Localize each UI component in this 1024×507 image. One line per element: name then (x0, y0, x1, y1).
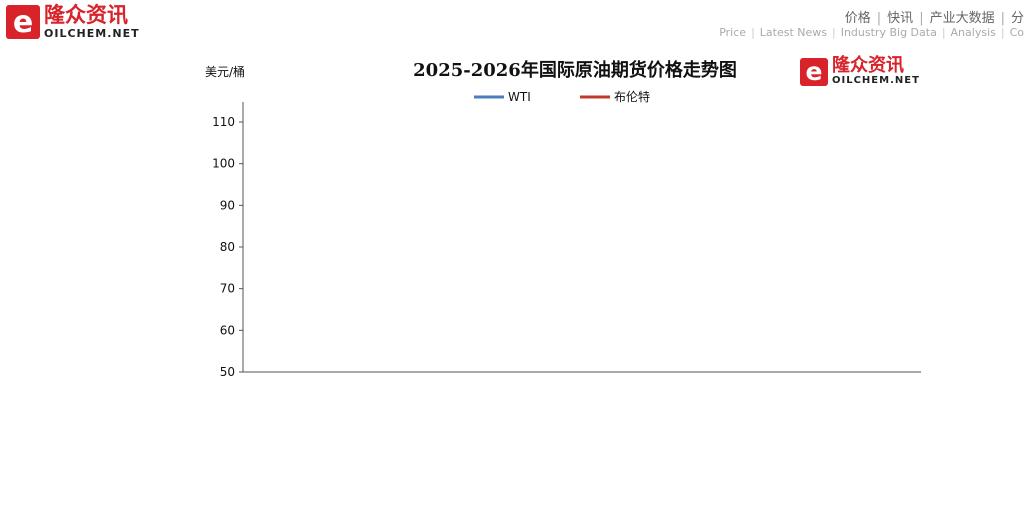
watermark-cn-text: 隆众资讯 (832, 55, 904, 76)
y-tick-label: 70 (220, 282, 235, 296)
legend-brent-label: 布伦特 (614, 89, 650, 104)
nav-link-news-cn[interactable]: 快讯 (887, 11, 914, 26)
y-tick-label: 90 (220, 198, 235, 212)
nav-link-analysis-en[interactable]: Analysis (950, 26, 996, 39)
logo-en-text: OILCHEM.NET (44, 27, 140, 40)
legend: WTI 布伦特 (474, 89, 650, 104)
y-tick-label: 100 (212, 157, 235, 171)
nav-link-bigdata-cn[interactable]: 产业大数据 (929, 11, 995, 26)
y-tick-label: 80 (220, 240, 235, 254)
nav-divider: | (751, 26, 755, 39)
nav-divider: | (919, 11, 924, 26)
nav-divider: | (1000, 11, 1005, 26)
nav-link-price-en[interactable]: Price (719, 26, 747, 39)
y-tick-label: 60 (220, 323, 235, 337)
watermark-e-icon: e (800, 57, 828, 86)
y-axis-unit: 美元/桶 (205, 64, 245, 79)
y-ticks: 50 60 70 80 90 100 110 (212, 115, 243, 379)
chart-title: 2025-2026年国际原油期货价格走势图 (413, 59, 737, 81)
top-nav-cn: 价格 | 快讯 | 产业大数据 | 分 (845, 7, 1024, 26)
y-tick-label: 110 (212, 115, 235, 129)
nav-link-more-cn[interactable]: 分 (1010, 11, 1024, 26)
logo-e-icon: e (6, 5, 40, 40)
nav-divider: | (941, 26, 946, 39)
nav-divider: | (1000, 26, 1005, 39)
y-tick-label: 50 (220, 365, 235, 379)
chart-watermark-logo: e 隆众资讯 OILCHEM.NET (800, 57, 920, 86)
nav-link-price-cn[interactable]: 价格 (844, 11, 871, 26)
site-logo[interactable]: e 隆众资讯 OILCHEM.NET (6, 3, 140, 40)
nav-divider: | (876, 11, 882, 26)
top-nav-en: Price | Latest News | Industry Big Data | Anal… (719, 26, 1024, 39)
nav-link-more-en[interactable]: Co (1009, 26, 1024, 39)
nav-divider: | (832, 26, 836, 39)
nav-link-news-en[interactable]: Latest News (759, 26, 827, 39)
watermark-en-text: OILCHEM.NET (832, 75, 920, 86)
legend-wti-label: WTI (508, 90, 531, 104)
logo-cn-text: 隆众资讯 (44, 3, 128, 27)
nav-link-bigdata-en[interactable]: Industry Big Data (840, 26, 937, 39)
